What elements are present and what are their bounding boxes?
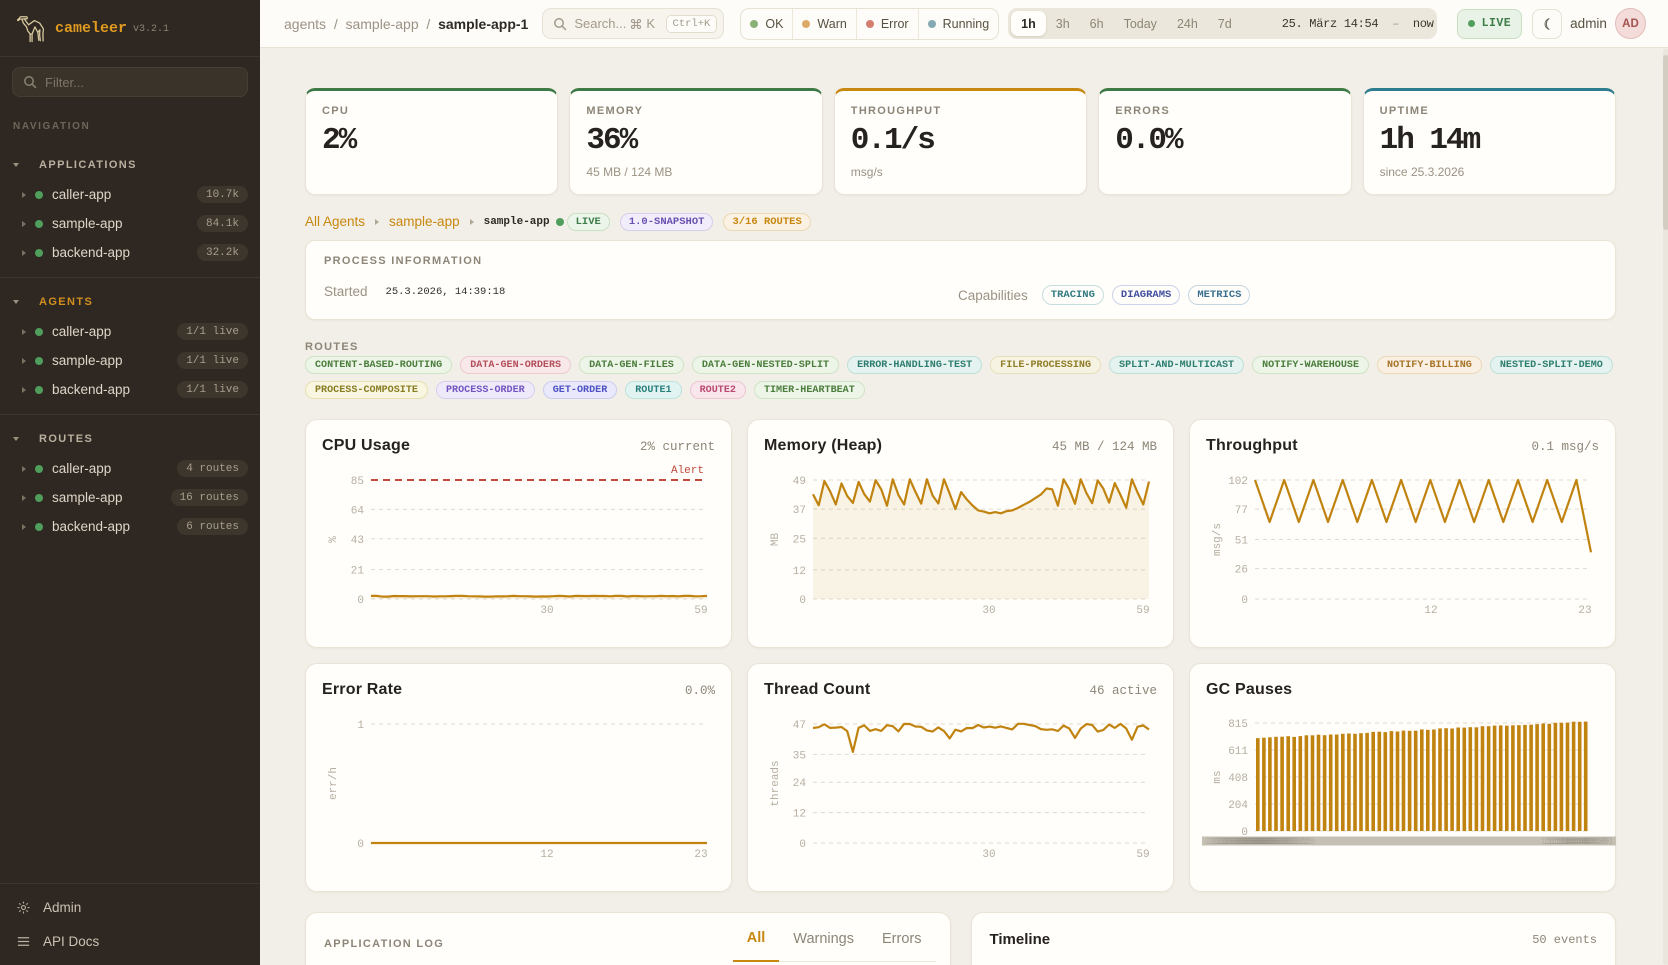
- svg-text:30: 30: [982, 849, 995, 861]
- svg-text:2026-03-25: 2026-03-25: [1217, 837, 1277, 848]
- svg-text:2026-03-25: 2026-03-25: [1252, 837, 1312, 848]
- svg-text:0: 0: [1241, 595, 1248, 607]
- svg-text:0: 0: [1241, 827, 1248, 839]
- svg-text:815: 815: [1228, 719, 1248, 731]
- svg-text:64: 64: [351, 505, 365, 517]
- svg-text:0: 0: [799, 839, 806, 851]
- svg-text:408: 408: [1228, 773, 1248, 785]
- svg-text:15:04:02: 15:04:02: [1545, 837, 1593, 848]
- svg-text:15:04:03: 15:04:03: [1547, 837, 1595, 848]
- svg-text:2026-03-25: 2026-03-25: [1221, 837, 1281, 848]
- svg-text:2026-03-25: 2026-03-25: [1210, 837, 1270, 848]
- svg-text:15:04:05: 15:04:05: [1552, 837, 1600, 848]
- svg-text:2026-03-25: 2026-03-25: [1229, 837, 1289, 848]
- svg-text:15:04:04: 15:04:04: [1550, 837, 1598, 848]
- svg-text:12: 12: [793, 809, 806, 821]
- svg-text:2026-03-25: 2026-03-25: [1212, 837, 1272, 848]
- svg-text:2026-03-25: 2026-03-25: [1240, 837, 1300, 848]
- svg-text:85: 85: [351, 476, 364, 488]
- svg-text:15:04:00: 15:04:00: [1540, 837, 1588, 848]
- svg-text:0: 0: [799, 595, 806, 607]
- svg-text:threads: threads: [770, 760, 782, 806]
- svg-text:2026-03-25: 2026-03-25: [1206, 837, 1266, 848]
- svg-text:2026-03-25: 2026-03-25: [1233, 837, 1293, 848]
- svg-text:2026-03-25: 2026-03-25: [1208, 837, 1268, 848]
- svg-text:2026-03-25: 2026-03-25: [1231, 837, 1291, 848]
- svg-text:59: 59: [694, 605, 707, 617]
- svg-text:77: 77: [1235, 505, 1248, 517]
- svg-text:err/h: err/h: [328, 767, 340, 800]
- svg-text:2026-03-25: 2026-03-25: [1219, 837, 1279, 848]
- svg-text:0: 0: [357, 839, 364, 851]
- svg-text:2026-03-25: 2026-03-25: [1246, 837, 1306, 848]
- svg-text:15:04:01: 15:04:01: [1566, 837, 1614, 848]
- svg-text:0: 0: [357, 595, 364, 607]
- svg-text:611: 611: [1228, 746, 1248, 758]
- svg-text:2026-03-25: 2026-03-25: [1244, 837, 1304, 848]
- svg-text:2026-03-25: 2026-03-25: [1223, 837, 1283, 848]
- svg-text:15:04:06: 15:04:06: [1554, 837, 1602, 848]
- svg-text:24: 24: [793, 778, 807, 790]
- svg-text:15:04:00: 15:04:00: [1564, 837, 1612, 848]
- svg-text:49: 49: [793, 476, 806, 488]
- svg-text:Alert: Alert: [671, 465, 704, 477]
- svg-text:%: %: [328, 536, 340, 543]
- svg-text:12: 12: [793, 566, 806, 578]
- svg-text:59: 59: [1136, 849, 1149, 861]
- svg-text:2026-03-25: 2026-03-25: [1238, 837, 1298, 848]
- svg-text:23: 23: [694, 849, 707, 861]
- svg-text:47: 47: [793, 720, 806, 732]
- svg-text:35: 35: [793, 750, 806, 762]
- svg-text:15:04:07: 15:04:07: [1557, 837, 1605, 848]
- svg-text:26: 26: [1235, 565, 1248, 577]
- svg-text:12: 12: [1424, 605, 1437, 617]
- svg-text:2026-03-25: 2026-03-25: [1215, 837, 1275, 848]
- svg-text:2026-03-25: 2026-03-25: [1236, 837, 1296, 848]
- svg-text:1: 1: [357, 720, 364, 732]
- svg-text:2026-03-25: 2026-03-25: [1250, 837, 1310, 848]
- svg-text:2026-03-25: 2026-03-25: [1257, 837, 1317, 848]
- svg-text:37: 37: [793, 505, 806, 517]
- svg-text:MB: MB: [770, 533, 782, 547]
- svg-text:23: 23: [1578, 605, 1591, 617]
- svg-text:51: 51: [1235, 536, 1249, 548]
- svg-text:59: 59: [1136, 605, 1149, 617]
- svg-text:15:04:09: 15:04:09: [1562, 837, 1610, 848]
- svg-text:msg/s: msg/s: [1212, 523, 1224, 556]
- svg-text:2026-03-25: 2026-03-25: [1248, 837, 1308, 848]
- svg-text:21: 21: [351, 566, 365, 578]
- svg-text:2026-03-25: 2026-03-25: [1242, 837, 1302, 848]
- svg-text:30: 30: [540, 605, 553, 617]
- svg-text:43: 43: [351, 535, 364, 547]
- svg-text:15:04:01: 15:04:01: [1542, 837, 1590, 848]
- svg-text:ms: ms: [1212, 770, 1224, 783]
- svg-text:102: 102: [1228, 476, 1248, 488]
- svg-text:2026-03-25: 2026-03-25: [1225, 837, 1285, 848]
- svg-text:25: 25: [793, 534, 806, 546]
- svg-text:2026-03-25: 2026-03-25: [1204, 837, 1264, 848]
- svg-text:15:04:08: 15:04:08: [1559, 837, 1607, 848]
- svg-text:2026-03-25: 2026-03-25: [1254, 837, 1314, 848]
- svg-text:2026-03-25: 2026-03-25: [1227, 837, 1287, 848]
- svg-text:12: 12: [540, 849, 553, 861]
- svg-text:204: 204: [1228, 800, 1248, 812]
- svg-text:30: 30: [982, 605, 995, 617]
